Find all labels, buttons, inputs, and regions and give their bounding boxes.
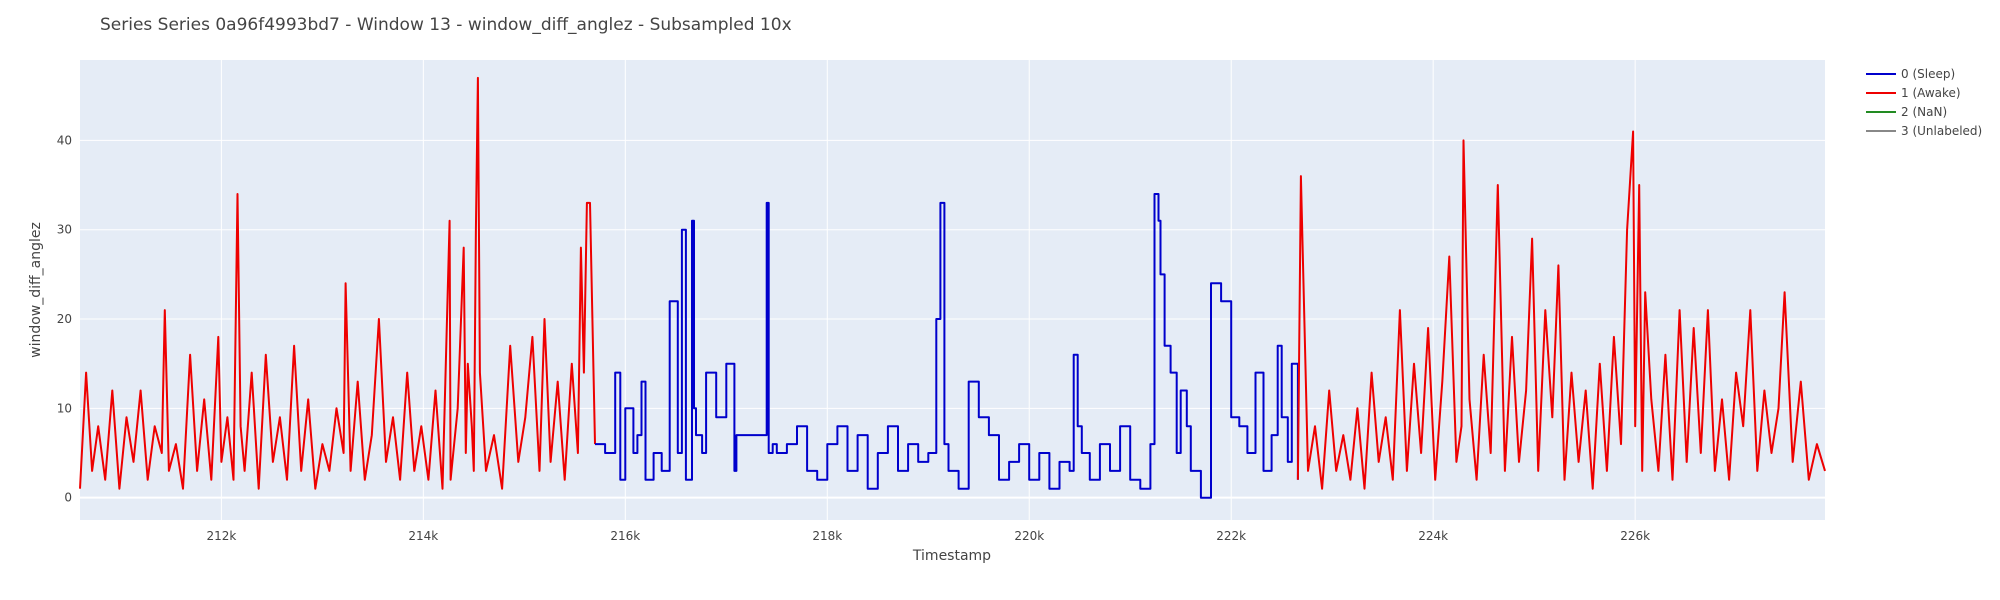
y-tick-label: 30 — [57, 223, 72, 237]
legend-label[interactable]: 0 (Sleep) — [1901, 67, 1955, 81]
legend-label[interactable]: 3 (Unlabeled) — [1901, 124, 1982, 138]
legend[interactable]: 0 (Sleep) 1 (Awake) 2 (NaN) 3 (Unlabeled) — [1866, 67, 1982, 138]
x-tick-label: 212k — [206, 529, 236, 543]
series-lines — [79, 76, 1826, 499]
series-line-1 — [595, 193, 1299, 499]
x-tick-label: 220k — [1014, 529, 1044, 543]
series-line-0 — [79, 76, 596, 490]
x-tick-label: 224k — [1418, 529, 1448, 543]
series-line-2 — [1296, 130, 1826, 490]
y-tick-label: 20 — [57, 312, 72, 326]
y-tick-label: 10 — [57, 401, 72, 415]
legend-label[interactable]: 1 (Awake) — [1901, 86, 1961, 100]
x-tick-label: 222k — [1216, 529, 1246, 543]
chart-title: Series Series 0a96f4993bd7 - Window 13 -… — [100, 15, 792, 35]
legend-label[interactable]: 2 (NaN) — [1901, 105, 1947, 119]
x-tick-label: 226k — [1620, 529, 1650, 543]
x-tick-label: 214k — [408, 529, 438, 543]
x-tick-label: 216k — [610, 529, 640, 543]
y-axis-title: window_diff_anglez — [28, 222, 44, 358]
y-tick-label: 0 — [64, 491, 72, 505]
x-axis-ticks: 212k 214k 216k 218k 220k 222k 224k 226k — [206, 529, 1650, 543]
y-axis-ticks: 0 10 20 30 40 — [57, 133, 72, 504]
x-tick-label: 218k — [812, 529, 842, 543]
y-tick-label: 40 — [57, 133, 72, 147]
x-axis-title: Timestamp — [912, 548, 991, 564]
